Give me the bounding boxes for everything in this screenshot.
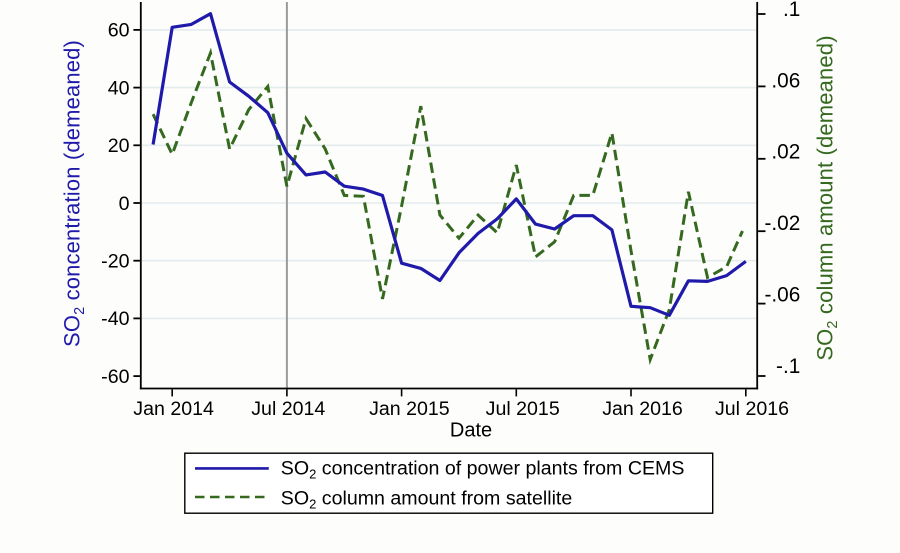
svg-text:Jul 2014: Jul 2014 (251, 398, 325, 420)
svg-text:Jan 2015: Jan 2015 (369, 398, 450, 420)
svg-text:SO2 column amount from satelli: SO2 column amount from satellite (281, 488, 573, 512)
svg-text:40: 40 (108, 77, 130, 99)
svg-text:Jan 2016: Jan 2016 (602, 398, 683, 420)
svg-text:-60: -60 (101, 366, 129, 388)
svg-text:-.02: -.02 (764, 212, 800, 235)
svg-text:Jul 2016: Jul 2016 (715, 398, 789, 420)
svg-text:-20: -20 (101, 251, 129, 273)
svg-text:.1: .1 (783, 0, 800, 21)
svg-text:.06: .06 (771, 69, 800, 92)
svg-text:SO2 concentration (demeaned): SO2 concentration (demeaned) (60, 40, 89, 347)
svg-text:20: 20 (108, 135, 130, 157)
svg-text:SO2 concentration of power pla: SO2 concentration of power plants from C… (281, 458, 685, 482)
svg-text:-.06: -.06 (764, 284, 800, 307)
svg-text:60: 60 (108, 20, 130, 42)
svg-text:0: 0 (119, 193, 130, 215)
svg-text:-.1: -.1 (776, 355, 800, 378)
svg-text:Jul 2015: Jul 2015 (486, 398, 560, 420)
svg-text:SO2 column amount (demeaned): SO2 column amount (demeaned) (813, 35, 842, 360)
svg-text:Date: Date (450, 420, 492, 442)
svg-text:.02: .02 (771, 141, 800, 164)
svg-text:-40: -40 (101, 308, 129, 330)
svg-text:Jan 2014: Jan 2014 (133, 398, 214, 420)
